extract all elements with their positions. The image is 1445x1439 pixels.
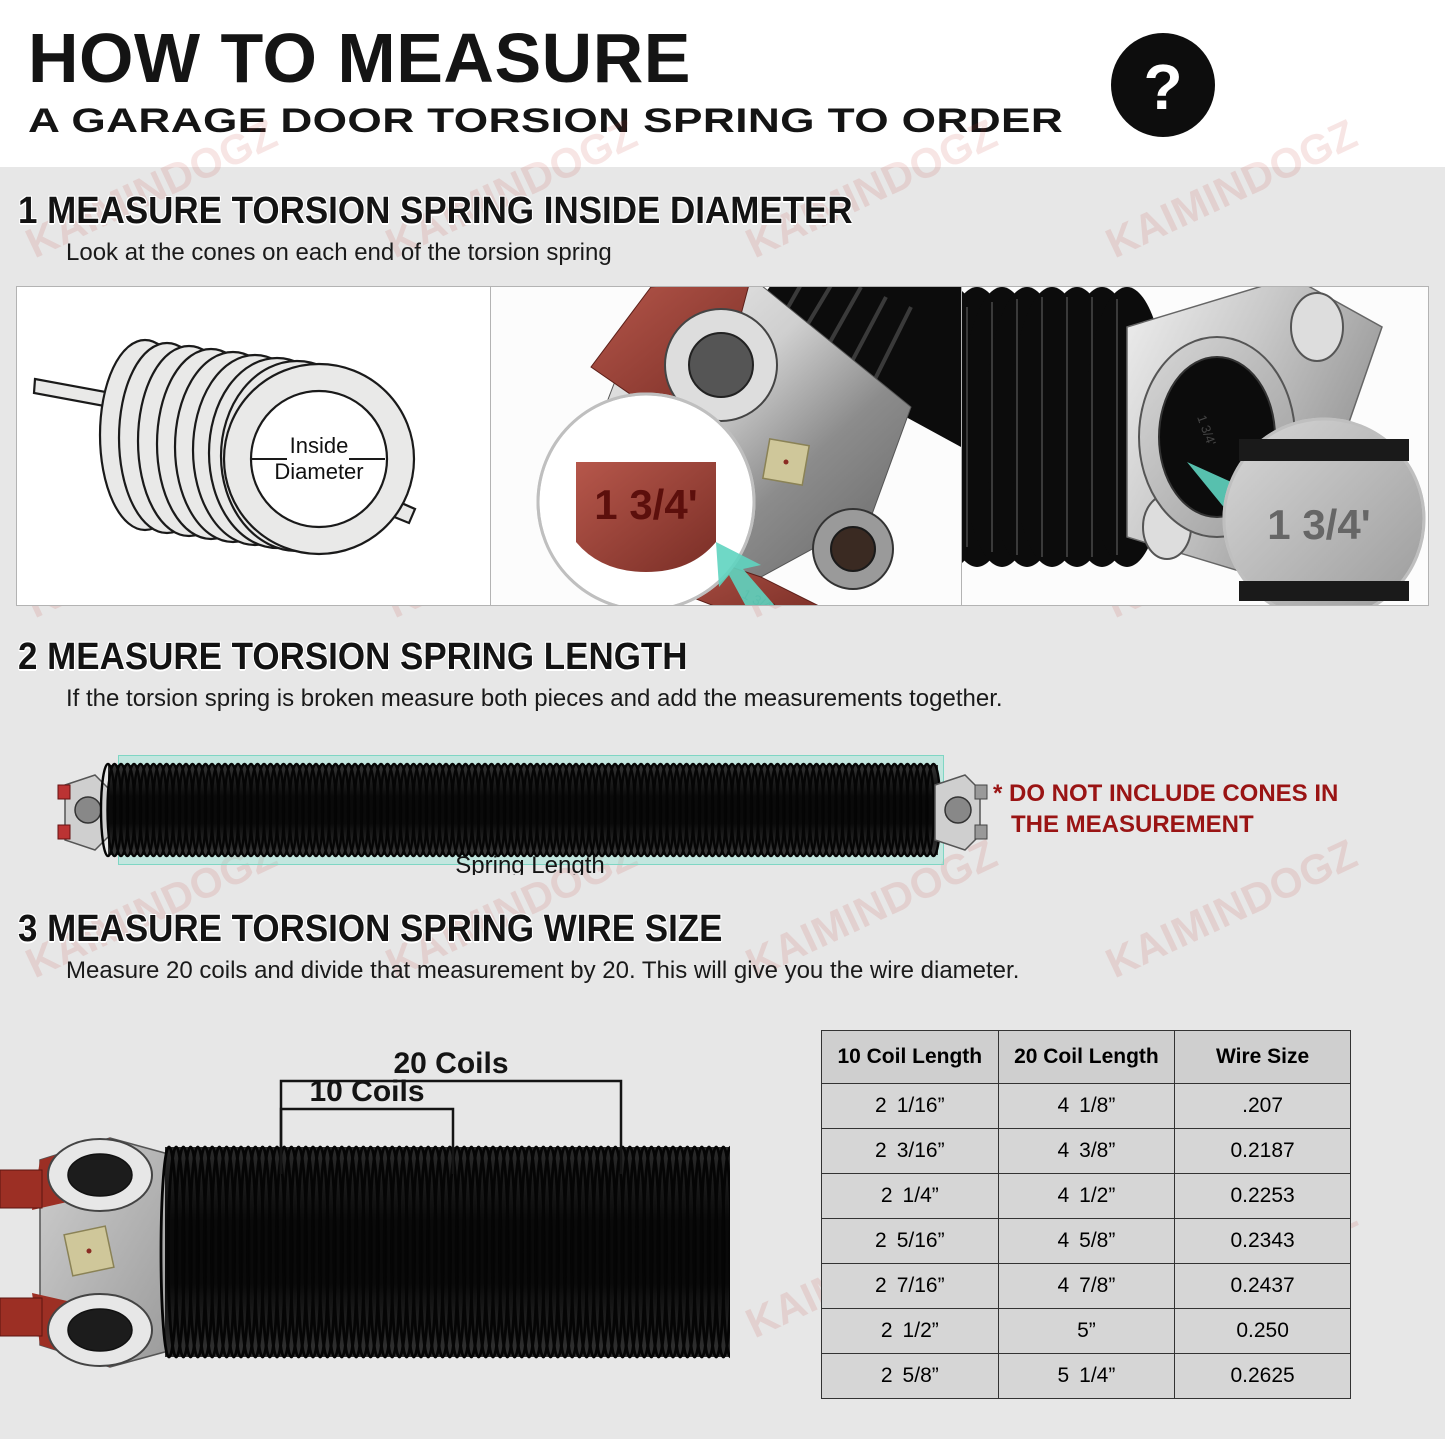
- svg-text:1 3/4': 1 3/4': [594, 481, 697, 528]
- svg-text:10 Coils: 10 Coils: [309, 1075, 424, 1108]
- svg-text:Inside: Inside: [290, 433, 349, 458]
- svg-text:Diameter: Diameter: [274, 459, 363, 484]
- svg-text:Spring Length: Spring Length: [455, 852, 604, 875]
- svg-text:?: ?: [1143, 51, 1182, 123]
- svg-text:1 3/4': 1 3/4': [1267, 501, 1370, 548]
